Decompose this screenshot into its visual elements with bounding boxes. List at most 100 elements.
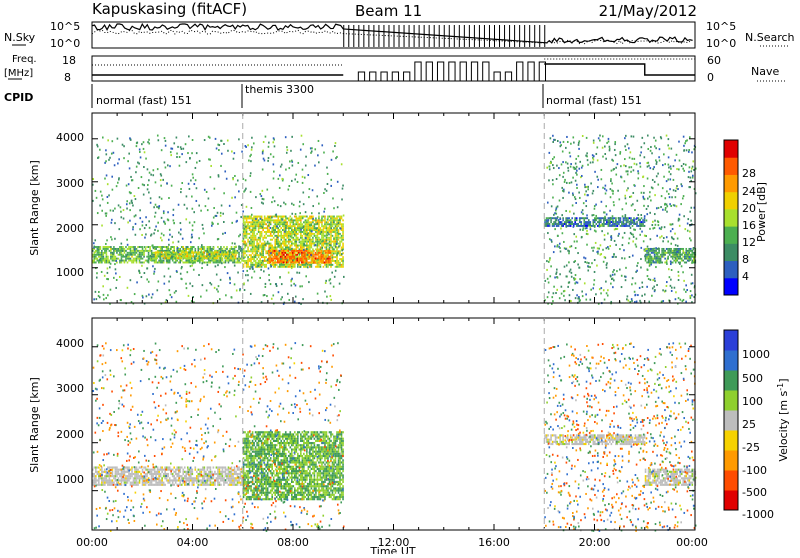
power-cell <box>252 243 254 245</box>
power-cell <box>256 223 258 225</box>
power-cell <box>190 246 192 248</box>
power-cell <box>330 239 332 241</box>
velocity-cell <box>107 484 109 486</box>
power-scatter-point <box>687 230 689 232</box>
power-scatter-point <box>643 240 645 242</box>
power-cell <box>219 248 221 250</box>
noise-stripe <box>399 25 400 47</box>
power-scatter-point <box>316 195 318 197</box>
power-cell <box>313 250 315 252</box>
power-scatter-point <box>608 141 610 143</box>
power-scatter-point <box>293 204 295 206</box>
power-cell <box>253 225 255 227</box>
power-cell <box>329 216 331 218</box>
power-cell <box>125 250 127 252</box>
power-cell <box>246 235 248 237</box>
power-cell <box>300 223 302 225</box>
power-scatter-point <box>559 247 561 249</box>
power-scatter-point <box>93 298 95 300</box>
power-cell <box>179 253 181 255</box>
power-scatter-point <box>134 195 136 197</box>
power-cell <box>329 239 331 241</box>
power-scatter-point <box>255 245 257 247</box>
power-scatter-point <box>586 227 588 229</box>
power-cell <box>654 256 656 258</box>
power-cell <box>246 264 248 266</box>
power-cell <box>328 250 330 252</box>
power-cell <box>277 216 279 218</box>
power-cell <box>305 223 307 225</box>
power-scatter-point <box>327 183 329 185</box>
power-cell <box>265 256 267 258</box>
power-scatter-point <box>141 276 143 278</box>
power-scatter-point <box>269 227 271 229</box>
power-scatter-point <box>233 158 235 160</box>
power-cell <box>597 217 599 219</box>
power-cell <box>165 253 167 255</box>
power-scatter-point <box>314 148 316 150</box>
power-scatter-point <box>335 142 337 144</box>
power-cell <box>642 225 644 227</box>
power-scatter-point <box>311 230 313 232</box>
power-scatter-point <box>667 258 669 260</box>
power-cell <box>321 260 323 262</box>
power-scatter-point <box>599 226 601 228</box>
power-cell <box>283 250 285 252</box>
power-cell <box>294 227 296 229</box>
power-cell <box>110 246 112 248</box>
power-scatter-point <box>563 295 565 297</box>
power-cell <box>259 260 261 262</box>
power-cell <box>262 254 264 256</box>
power-cell <box>256 225 258 227</box>
power-cell <box>318 219 320 221</box>
power-scatter-point <box>150 197 152 199</box>
power-cell <box>682 260 684 262</box>
power-cell <box>107 246 109 248</box>
power-scatter-point <box>670 263 672 265</box>
power-cell <box>173 248 175 250</box>
power-scatter-point <box>593 214 595 216</box>
power-scatter-point <box>664 226 666 228</box>
power-cell <box>297 246 299 248</box>
velocity-cell <box>109 484 111 486</box>
power-scatter-point <box>98 248 100 250</box>
power-scatter-point <box>632 240 634 242</box>
power-scatter-point <box>556 289 558 291</box>
power-cell <box>646 248 648 250</box>
power-cell <box>588 221 590 223</box>
power-cell <box>155 251 157 253</box>
power-scatter-point <box>599 288 601 290</box>
power-scatter-point <box>691 151 693 153</box>
power-scatter-point <box>559 297 561 299</box>
noise-sky-trace <box>92 24 692 43</box>
power-cell <box>333 229 335 231</box>
power-scatter-point <box>553 292 555 294</box>
power-cell <box>304 256 306 258</box>
power-cell <box>290 262 292 264</box>
power-scatter-point <box>189 283 191 285</box>
power-cell <box>130 258 132 260</box>
power-scatter-point <box>324 291 326 293</box>
power-scatter-point <box>659 160 661 162</box>
power-scatter-point <box>334 145 336 147</box>
power-scatter-point <box>117 182 119 184</box>
power-scatter-point <box>605 192 607 194</box>
power-cell <box>309 243 311 245</box>
power-scatter-point <box>670 173 672 175</box>
power-cell <box>122 260 124 262</box>
power-scatter-point <box>685 301 687 303</box>
power-scatter-point <box>565 210 567 212</box>
power-cell <box>258 254 260 256</box>
power-scatter-point <box>260 236 262 238</box>
station-title: Kapuskasing (fitACF) <box>92 0 247 18</box>
freq-sweep-bar <box>494 72 500 81</box>
power-scatter-point <box>302 298 304 300</box>
velocity-cell <box>110 466 112 468</box>
power-cell <box>669 252 671 254</box>
power-cell <box>300 250 302 252</box>
power-scatter-point <box>611 159 613 161</box>
power-cell <box>288 233 290 235</box>
power-scatter-point <box>149 258 151 260</box>
power-scatter-point <box>602 225 604 227</box>
power-scatter-point <box>155 212 157 214</box>
